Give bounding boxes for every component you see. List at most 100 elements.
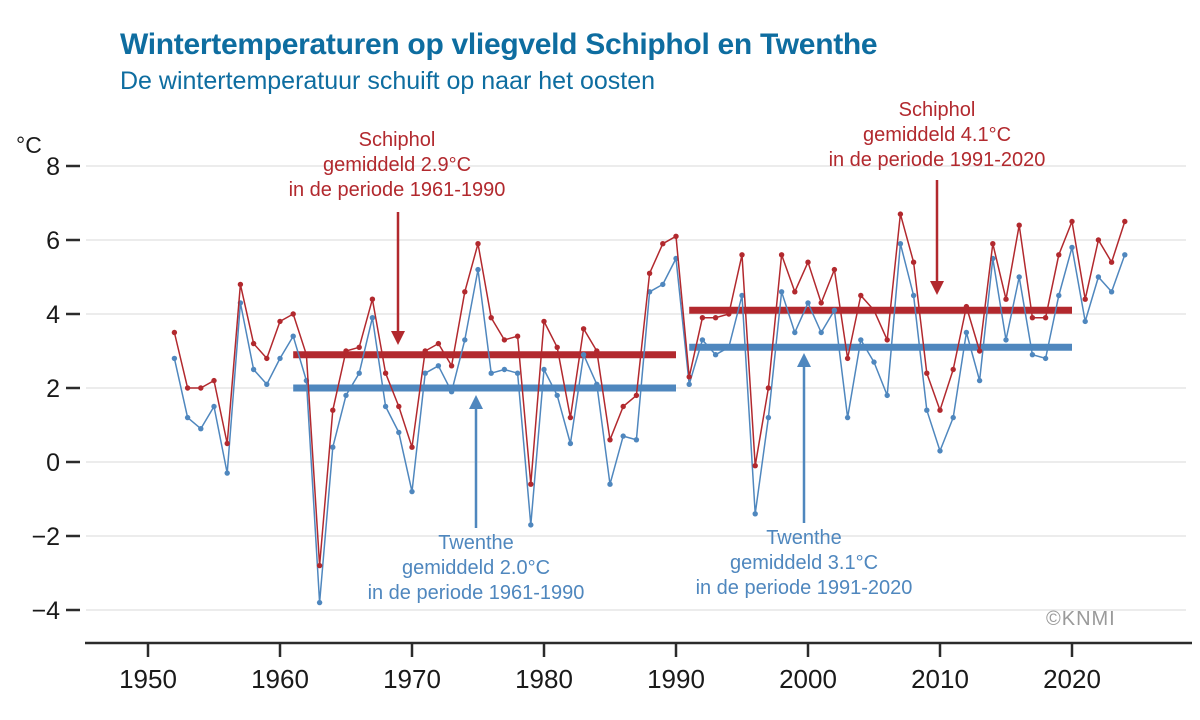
- data-point-schiphol-1956: [224, 440, 230, 447]
- data-point-schiphol-2018: [1042, 315, 1049, 321]
- data-point-twenthe-2018: [1042, 355, 1049, 362]
- data-point-schiphol-2023: [1108, 259, 1115, 265]
- axes: 8 6 4 2 0 −2 −4 1950 1960 1970 1980 1990 2000 2010 202…: [31, 153, 1192, 694]
- annotation-line: in de periode 1991-2020: [828, 149, 1046, 171]
- data-point-schiphol-1995: [739, 252, 745, 258]
- data-point-twenthe-1998: [778, 289, 785, 295]
- data-point-twenthe-1969: [396, 429, 402, 436]
- data-point-schiphol-2019: [1056, 252, 1062, 258]
- annotation-line: Schiphol: [358, 129, 436, 151]
- data-point-twenthe-1991: [686, 381, 692, 387]
- data-point-twenthe-1977: [501, 366, 508, 373]
- data-point-schiphol-1965: [343, 348, 349, 354]
- data-point-schiphol-2007: [897, 211, 904, 217]
- data-point-schiphol-1999: [792, 289, 798, 295]
- x-tick-label: 2020: [1043, 664, 1101, 694]
- data-point-twenthe-1970: [409, 488, 415, 495]
- arrow-up-icon: [469, 395, 483, 409]
- data-point-schiphol-1969: [396, 403, 402, 410]
- period-mean-lines: [293, 306, 1072, 392]
- data-point-twenthe-2006: [884, 392, 890, 399]
- data-point-twenthe-1979: [528, 522, 534, 528]
- annotation-twenthe-1991-2020: Twenthe gemiddeld 3.1°C in de periode 19…: [644, 526, 964, 601]
- y-tick-label: 4: [46, 301, 60, 329]
- y-tick-label: 8: [46, 153, 60, 181]
- data-point-schiphol-2024: [1122, 218, 1128, 225]
- x-tick-label: 2000: [779, 664, 837, 694]
- data-point-schiphol-2013: [976, 348, 983, 354]
- x-tick-label: 1970: [383, 664, 441, 694]
- data-point-twenthe-2000: [805, 300, 811, 306]
- data-point-schiphol-2008: [910, 259, 917, 265]
- data-point-twenthe-1974: [462, 337, 468, 343]
- annotation-line: in de periode 1961-1990: [288, 179, 506, 201]
- data-point-twenthe-2004: [858, 337, 864, 343]
- annotation-line: gemiddeld 3.1°C: [729, 552, 879, 574]
- data-point-twenthe-1975: [475, 266, 481, 273]
- data-point-twenthe-1989: [660, 281, 666, 288]
- data-point-schiphol-1968: [382, 370, 389, 376]
- y-tick-label: −4: [31, 597, 60, 625]
- data-point-schiphol-1957: [237, 281, 244, 288]
- data-point-twenthe-1982: [567, 440, 574, 447]
- data-series: [171, 211, 1128, 606]
- data-point-schiphol-1958: [250, 340, 257, 347]
- data-point-twenthe-1984: [594, 381, 600, 387]
- data-point-schiphol-1971: [422, 348, 428, 354]
- annotation-line: Twenthe: [766, 527, 842, 549]
- data-point-schiphol-1970: [409, 444, 415, 450]
- data-point-schiphol-1978: [514, 333, 521, 339]
- data-point-schiphol-2010: [937, 407, 943, 413]
- data-point-twenthe-1963: [316, 599, 323, 606]
- data-point-schiphol-1974: [462, 289, 468, 295]
- data-point-twenthe-1980: [541, 366, 547, 373]
- gridlines: [86, 165, 1186, 611]
- data-point-schiphol-1979: [528, 481, 534, 487]
- data-point-twenthe-2011: [950, 414, 956, 421]
- data-point-twenthe-2012: [963, 329, 970, 336]
- data-point-schiphol-2012: [963, 303, 970, 310]
- data-point-twenthe-2003: [844, 414, 851, 421]
- data-point-schiphol-1990: [673, 233, 679, 239]
- data-point-twenthe-2019: [1056, 292, 1062, 299]
- data-point-twenthe-2010: [937, 448, 943, 454]
- knmi-copyright: ©KNMI: [1046, 608, 1116, 630]
- data-point-schiphol-1994: [726, 311, 732, 317]
- data-point-schiphol-2001: [818, 300, 824, 306]
- y-tick-label: 6: [46, 227, 60, 255]
- data-point-schiphol-2011: [950, 366, 956, 373]
- data-point-twenthe-1994: [726, 344, 732, 350]
- annotation-line: gemiddeld 2.0°C: [401, 557, 551, 579]
- data-point-twenthe-1958: [250, 366, 257, 373]
- data-point-schiphol-1991: [686, 374, 692, 380]
- data-point-schiphol-2017: [1029, 315, 1036, 321]
- data-point-schiphol-1977: [501, 337, 508, 343]
- data-point-schiphol-2015: [1003, 296, 1009, 302]
- data-point-twenthe-1964: [330, 444, 336, 450]
- annotation-schiphol-1961-1990: Schiphol gemiddeld 2.9°C in de periode 1…: [237, 128, 557, 203]
- data-point-schiphol-1975: [475, 241, 481, 247]
- data-point-schiphol-1985: [607, 437, 613, 443]
- data-point-twenthe-2001: [818, 329, 824, 336]
- annotation-schiphol-1991-2020: Schiphol gemiddeld 4.1°C in de periode 1…: [777, 98, 1097, 173]
- arrow-down-icon: [391, 331, 405, 345]
- data-point-schiphol-1989: [660, 241, 666, 247]
- data-point-twenthe-1960: [277, 355, 283, 362]
- y-tick-label: 2: [46, 375, 60, 403]
- data-point-twenthe-1976: [488, 370, 494, 376]
- data-point-twenthe-1952: [171, 355, 178, 362]
- data-point-schiphol-1955: [211, 377, 217, 384]
- data-point-twenthe-2024: [1122, 252, 1128, 258]
- data-point-schiphol-1976: [488, 315, 494, 321]
- data-point-schiphol-1954: [198, 385, 204, 391]
- data-point-schiphol-1964: [330, 407, 336, 413]
- data-point-twenthe-2022: [1095, 274, 1102, 280]
- data-point-schiphol-1982: [567, 414, 574, 421]
- data-point-schiphol-2021: [1082, 296, 1088, 302]
- data-point-schiphol-1980: [541, 318, 547, 325]
- data-point-twenthe-1973: [448, 389, 455, 395]
- data-point-twenthe-1965: [343, 392, 349, 399]
- annotation-twenthe-1961-1990: Twenthe gemiddeld 2.0°C in de periode 19…: [316, 531, 636, 606]
- data-point-twenthe-2021: [1082, 318, 1088, 325]
